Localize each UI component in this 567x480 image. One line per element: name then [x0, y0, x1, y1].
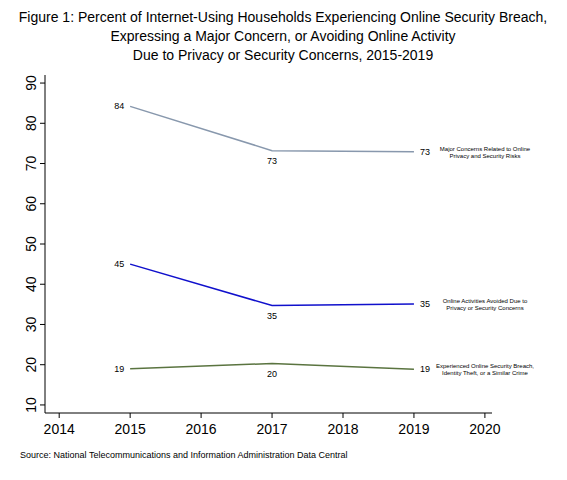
x-tick: [484, 413, 485, 418]
data-label: 35: [267, 311, 277, 321]
data-label: 73: [267, 156, 277, 166]
series-name-line: Privacy and Security Risks: [449, 153, 520, 159]
y-tick-label: 50: [23, 236, 39, 252]
y-tick-label: 30: [23, 316, 39, 332]
x-tick-label: 2015: [115, 421, 146, 437]
series-name-line: Online Activities Avoided Due to: [443, 298, 528, 304]
series-name-line: Privacy or Security Concerns: [446, 305, 523, 311]
y-tick: [40, 284, 45, 285]
data-label: 19: [420, 364, 430, 374]
source: Source: National Telecommunications and …: [20, 450, 348, 460]
series-line: [130, 106, 414, 151]
y-tick: [40, 404, 45, 405]
x-tick-label: 2017: [256, 421, 287, 437]
series-line: [130, 264, 414, 305]
x-tick: [130, 413, 131, 418]
y-tick: [40, 244, 45, 245]
x-tick-label: 2019: [398, 421, 429, 437]
y-tick: [40, 364, 45, 365]
title-line: Figure 1: Percent of Internet-Using Hous…: [19, 9, 547, 25]
y-tick-label: 70: [23, 156, 39, 172]
chart: Figure 1: Percent of Internet-Using Hous…: [0, 0, 567, 480]
y-tick: [40, 123, 45, 124]
x-tick: [272, 413, 273, 418]
x-tick: [59, 413, 60, 418]
y-tick-label: 60: [23, 196, 39, 212]
y-tick: [40, 203, 45, 204]
x-tick: [343, 413, 344, 418]
title-line: Due to Privacy or Security Concerns, 201…: [133, 47, 434, 63]
y-tick-label: 10: [23, 397, 39, 413]
title-line: Expressing a Major Concern, or Avoiding …: [110, 28, 455, 44]
series-name: Experienced Online Security Breach,Ident…: [436, 363, 534, 376]
background: [0, 0, 567, 480]
data-label: 45: [114, 259, 124, 269]
series-name: Major Concerns Related to OnlinePrivacy …: [440, 146, 531, 159]
data-label: 20: [267, 369, 277, 379]
y-tick: [40, 324, 45, 325]
series-name: Online Activities Avoided Due toPrivacy …: [443, 298, 528, 311]
series-name-line: Major Concerns Related to Online: [440, 146, 531, 152]
x-axis: [45, 413, 492, 414]
x-tick-label: 2020: [469, 421, 500, 437]
x-tick-label: 2018: [327, 421, 358, 437]
title: Figure 1: Percent of Internet-Using Hous…: [19, 9, 547, 63]
x-tick-label: 2016: [186, 421, 217, 437]
y-tick-label: 90: [23, 75, 39, 91]
y-tick-label: 20: [23, 357, 39, 373]
y-tick-label: 40: [23, 276, 39, 292]
y-tick: [40, 163, 45, 164]
x-tick-label: 2014: [44, 421, 75, 437]
data-label: 73: [420, 147, 430, 157]
series-name-line: Identity Theft, or a Similar Crime: [442, 370, 529, 376]
data-label: 35: [420, 299, 430, 309]
data-label: 19: [114, 364, 124, 374]
series-name-line: Experienced Online Security Breach,: [436, 363, 534, 369]
plot-area: [130, 106, 414, 369]
x-tick: [201, 413, 202, 418]
y-tick-label: 80: [23, 115, 39, 131]
x-tick: [413, 413, 414, 418]
y-tick: [40, 83, 45, 84]
data-label: 84: [114, 101, 124, 111]
